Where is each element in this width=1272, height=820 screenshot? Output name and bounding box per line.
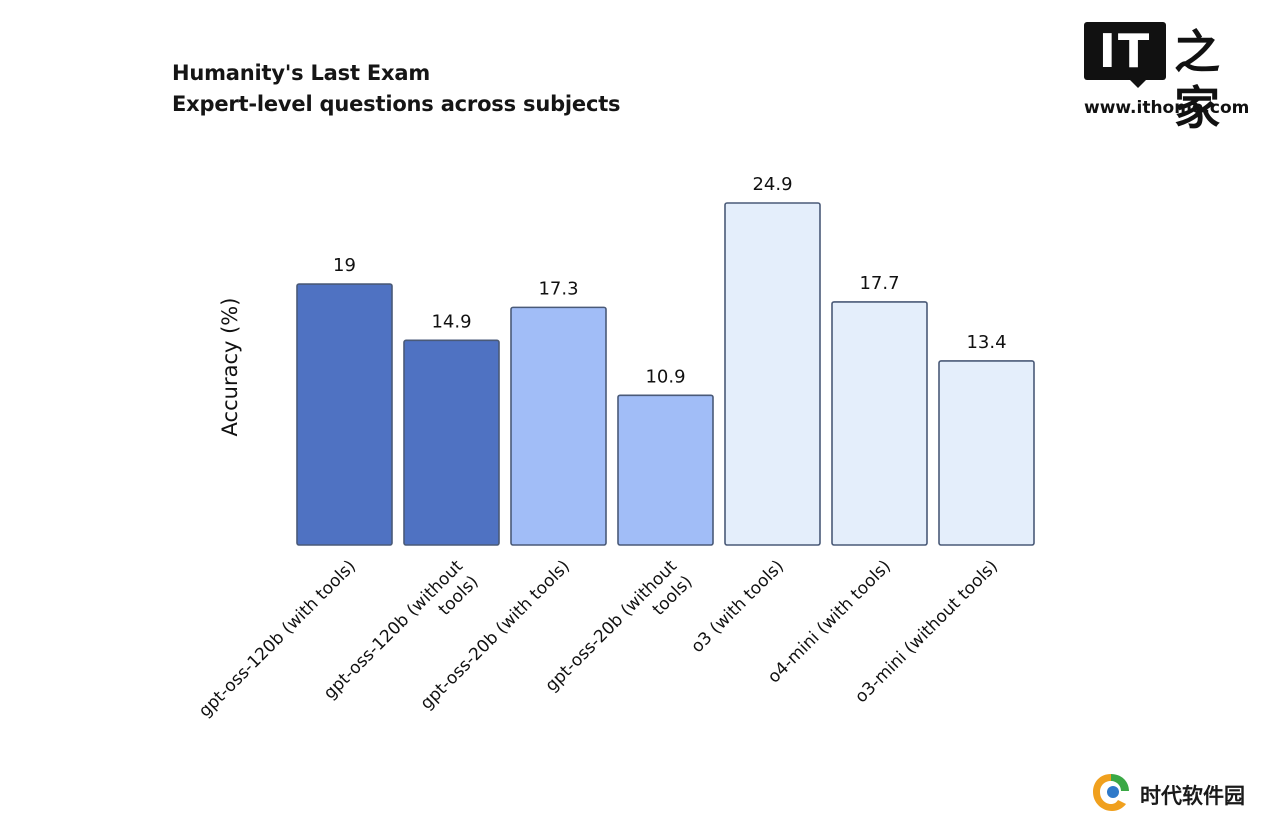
bar-7 — [938, 360, 1035, 546]
value-label-7: 13.4 — [966, 332, 1006, 353]
sdsoft-text: 时代软件园 — [1140, 784, 1245, 808]
category-labels-layer: gpt-oss-120b (with tools)gpt-oss-120b (w… — [195, 556, 1002, 721]
bar-4 — [617, 394, 714, 546]
ithome-brand-text: 之家 — [1174, 25, 1222, 135]
value-label-2: 14.9 — [431, 311, 471, 332]
ithome-logo-text: IT — [1098, 24, 1152, 78]
ithome-url: www.ithome.com — [1084, 98, 1250, 118]
value-label-6: 17.7 — [859, 273, 899, 294]
bar-6 — [831, 301, 928, 546]
sdsoft-logo-icon — [1093, 774, 1129, 811]
chart-title-block: Humanity's Last Exam Expert-level questi… — [172, 58, 621, 120]
value-label-1: 19 — [333, 255, 356, 276]
value-label-4: 10.9 — [645, 366, 685, 387]
value-label-5: 24.9 — [752, 174, 792, 195]
bars-layer — [296, 202, 1035, 546]
ithome-logo-icon: IT — [1084, 22, 1166, 80]
ithome-logo-tail-icon — [1128, 78, 1148, 88]
value-labels-layer: 19 14.9 17.3 10.9 24.9 17.7 13.4 — [333, 174, 1006, 387]
ithome-watermark: IT 之家 www.ithome.com — [1084, 22, 1256, 135]
category-label-line: o3 (with tools) — [687, 556, 788, 657]
sdsoft-watermark: 时代软件园 — [1088, 770, 1264, 816]
value-label-3: 17.3 — [538, 278, 578, 299]
bar-3 — [510, 306, 607, 546]
bar-2 — [403, 339, 500, 546]
chart-subtitle: Expert-level questions across subjects — [172, 92, 621, 116]
bar-5 — [724, 202, 821, 546]
y-axis-label: Accuracy (%) — [218, 298, 242, 437]
category-label-5: o3 (with tools) — [687, 556, 788, 657]
bar-1 — [296, 283, 393, 546]
chart-title: Humanity's Last Exam — [172, 61, 431, 85]
